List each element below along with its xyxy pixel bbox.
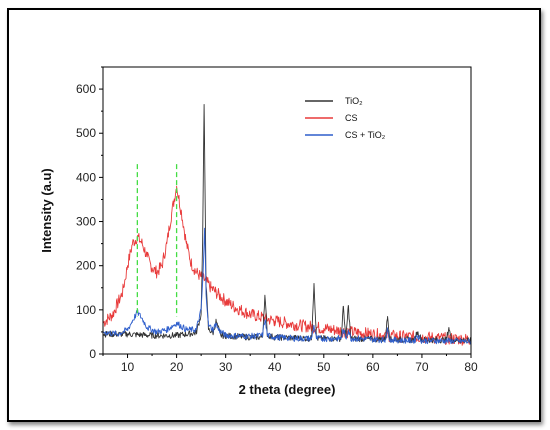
legend: TiO₂ CS CS + TiO₂ xyxy=(305,96,386,140)
x-tick-label: 40 xyxy=(268,360,282,374)
y-tick-label: 100 xyxy=(76,303,96,317)
x-tick-label: 20 xyxy=(170,360,184,374)
y-axis-title: Intensity (a.u) xyxy=(39,168,54,253)
plot-area-border xyxy=(102,66,472,355)
plot-lines xyxy=(102,104,472,346)
y-tick-label: 200 xyxy=(76,259,96,273)
y-axis-ticks: 0 100 200 300 400 500 600 xyxy=(76,66,103,361)
x-axis-ticks: 10 20 30 40 50 60 70 80 xyxy=(102,354,478,374)
x-tick-label: 30 xyxy=(219,360,233,374)
series-line-1 xyxy=(102,104,472,344)
series-line-3 xyxy=(102,227,472,345)
xrd-chart: 10 20 30 40 50 60 70 80 0 100 200 300 400 500 600 2 t… xyxy=(39,66,478,397)
x-axis-title: 2 theta (degree) xyxy=(239,382,336,397)
y-tick-label: 400 xyxy=(76,170,96,184)
figure-frame: 10 20 30 40 50 60 70 80 0 100 200 300 400 500 600 2 t… xyxy=(7,8,541,422)
x-tick-label: 10 xyxy=(121,360,135,374)
x-tick-label: 60 xyxy=(366,360,380,374)
y-tick-label: 0 xyxy=(89,347,96,361)
y-tick-label: 500 xyxy=(76,126,96,140)
x-tick-label: 70 xyxy=(415,360,429,374)
legend-label-2: CS xyxy=(345,113,358,123)
y-tick-label: 600 xyxy=(76,82,96,96)
x-tick-label: 50 xyxy=(317,360,331,374)
series-line-2 xyxy=(102,185,472,346)
legend-label-1: TiO₂ xyxy=(345,96,363,106)
x-tick-label: 80 xyxy=(464,360,478,374)
reference-lines xyxy=(136,164,178,317)
legend-label-3: CS + TiO₂ xyxy=(345,130,386,140)
y-tick-label: 300 xyxy=(76,215,96,229)
